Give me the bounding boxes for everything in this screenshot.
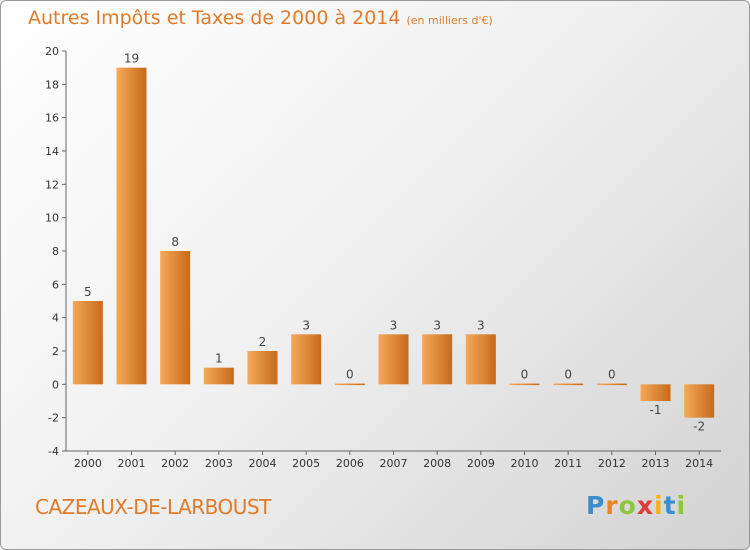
bar-2012 — [596, 383, 627, 386]
x-tick-label-2006: 2006 — [336, 457, 364, 470]
bar-2006 — [334, 383, 365, 386]
bar-2013 — [640, 384, 671, 401]
data-label-2012: 0 — [608, 368, 616, 382]
chart-title: Autres Impôts et Taxes de 2000 à 2014 (en… — [28, 7, 493, 29]
x-tick-label-2000: 2000 — [74, 457, 102, 470]
bar-2000 — [72, 301, 103, 385]
x-tick-label-2010: 2010 — [511, 457, 539, 470]
y-tick-label: 12 — [45, 178, 59, 191]
x-tick-label-2002: 2002 — [161, 457, 189, 470]
y-tick-label: -4 — [48, 445, 59, 458]
bar-2009 — [465, 334, 496, 385]
x-tick-label-2007: 2007 — [380, 457, 408, 470]
y-tick-label: 14 — [45, 145, 59, 158]
logo-letter: x — [636, 491, 654, 520]
y-tick-label: 6 — [52, 278, 59, 291]
bar-2005 — [291, 334, 322, 385]
x-tick-label-2013: 2013 — [642, 457, 670, 470]
y-tick-label: 16 — [45, 112, 59, 125]
data-label-2004: 2 — [259, 335, 267, 349]
data-label-2005: 3 — [302, 318, 310, 332]
y-tick-label: 2 — [52, 345, 59, 358]
bar-2008 — [422, 334, 453, 385]
bar-2002 — [160, 251, 191, 385]
data-label-2010: 0 — [521, 368, 529, 382]
data-label-2002: 8 — [171, 235, 179, 249]
logo-letter: r — [605, 491, 619, 520]
bar-2014 — [684, 384, 715, 418]
logo-letter: i — [654, 491, 664, 520]
bar-2001 — [116, 67, 147, 385]
x-tick-label-2012: 2012 — [598, 457, 626, 470]
y-tick-label: 10 — [45, 212, 59, 225]
y-tick-label: -2 — [48, 412, 59, 425]
commune-name: CAZEAUX-DE-LARBOUST — [35, 495, 271, 519]
data-label-2008: 3 — [433, 318, 441, 332]
bar-2007 — [378, 334, 409, 385]
data-label-2000: 5 — [84, 285, 92, 299]
x-tick-label-2005: 2005 — [292, 457, 320, 470]
x-tick-label-2009: 2009 — [467, 457, 495, 470]
data-label-2006: 0 — [346, 368, 354, 382]
bar-2011 — [553, 383, 584, 386]
data-label-2013: -1 — [650, 403, 662, 417]
data-label-2001: 19 — [124, 52, 139, 66]
logo-letter: i — [676, 491, 687, 520]
bar-2010 — [509, 383, 540, 386]
x-tick-label-2003: 2003 — [205, 457, 233, 470]
logo-letter: t — [663, 491, 677, 520]
bar-2004 — [247, 351, 278, 385]
x-tick-label-2001: 2001 — [118, 457, 146, 470]
x-tick-label-2014: 2014 — [685, 457, 713, 470]
bar-2003 — [203, 367, 234, 385]
x-tick-label-2011: 2011 — [554, 457, 582, 470]
x-tick-label-2008: 2008 — [423, 457, 451, 470]
y-tick-label: 18 — [45, 78, 59, 91]
data-label-2009: 3 — [477, 318, 485, 332]
data-label-2003: 1 — [215, 352, 223, 366]
y-tick-label: 0 — [52, 378, 59, 391]
y-tick-label: 4 — [52, 312, 59, 325]
data-label-2011: 0 — [564, 368, 572, 382]
x-tick-label-2004: 2004 — [249, 457, 277, 470]
chart-subtitle: (en milliers d'€) — [406, 14, 493, 27]
y-tick-label: 20 — [45, 45, 59, 58]
chart-title-text: Autres Impôts et Taxes de 2000 à 2014 — [28, 7, 401, 29]
data-label-2014: -2 — [693, 420, 705, 434]
logo-letter: P — [586, 491, 606, 520]
logo-letter: o — [618, 491, 637, 520]
data-label-2007: 3 — [390, 318, 398, 332]
proxiti-logo[interactable]: Proxiti — [586, 491, 686, 520]
y-tick-label: 8 — [52, 245, 59, 258]
